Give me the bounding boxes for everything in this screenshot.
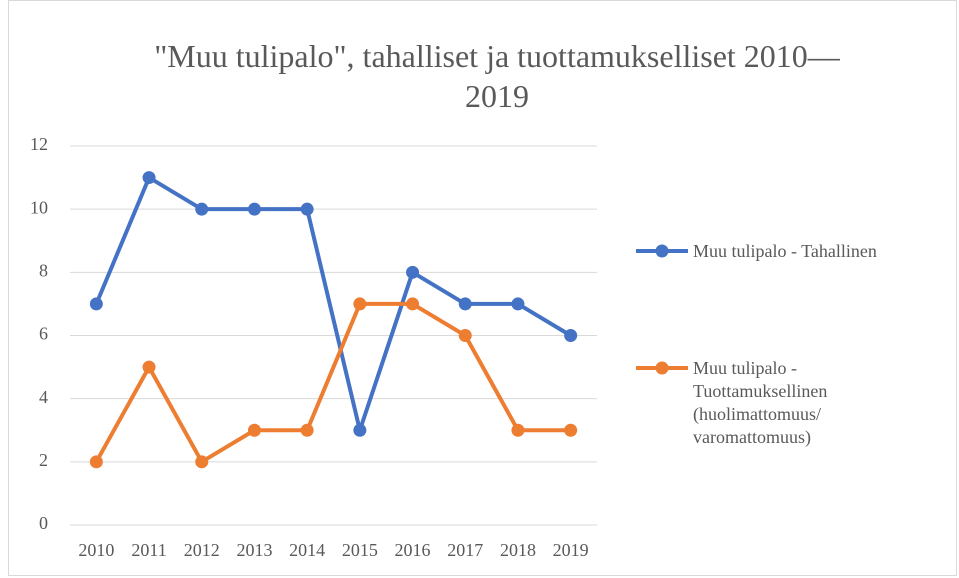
point [89, 297, 103, 311]
legend-label: Muu tulipalo - Tahallinen [693, 241, 877, 261]
point [142, 360, 156, 374]
point [564, 329, 578, 342]
legend-label: Muu tulipalo - Tuottamuksellinen (huolim… [693, 358, 828, 447]
legend-marker [655, 244, 669, 258]
point [564, 423, 578, 437]
x-tick-label: 2016 [395, 540, 431, 560]
y-tick-label: 0 [39, 513, 48, 533]
point [406, 297, 420, 311]
point [142, 171, 156, 185]
series-line [94, 301, 571, 464]
x-tick-label: 2018 [500, 540, 536, 560]
point [300, 423, 314, 437]
point [247, 202, 261, 216]
point [195, 202, 209, 216]
y-tick-label: 8 [39, 260, 48, 280]
y-tick-label: 10 [30, 197, 48, 217]
point [511, 297, 525, 311]
chart-title: "Muu tulipalo", tahalliset ja tuottamuks… [154, 38, 840, 114]
point [458, 297, 472, 311]
x-tick-label: 2010 [78, 540, 114, 560]
y-tick-label: 6 [39, 324, 48, 344]
legend-marker [655, 361, 669, 375]
point [247, 423, 261, 437]
point [89, 455, 103, 469]
series-line [94, 175, 572, 433]
x-tick-label: 2015 [342, 540, 378, 560]
point [300, 202, 314, 216]
x-tick-label: 2014 [289, 540, 325, 560]
point [406, 265, 420, 279]
point [353, 423, 367, 437]
chart-frame [8, 0, 957, 576]
x-tick-label: 2013 [236, 540, 272, 560]
point [458, 329, 472, 342]
x-tick-label: 2012 [184, 540, 220, 560]
y-tick-label: 12 [30, 134, 48, 154]
y-tick-label: 4 [39, 387, 48, 407]
point [511, 423, 525, 437]
y-tick-label: 2 [39, 450, 48, 470]
x-tick-label: 2017 [447, 540, 483, 560]
x-tick-label: 2011 [131, 540, 166, 560]
point [353, 297, 367, 311]
point [195, 455, 209, 469]
x-tick-label: 2019 [553, 540, 589, 560]
